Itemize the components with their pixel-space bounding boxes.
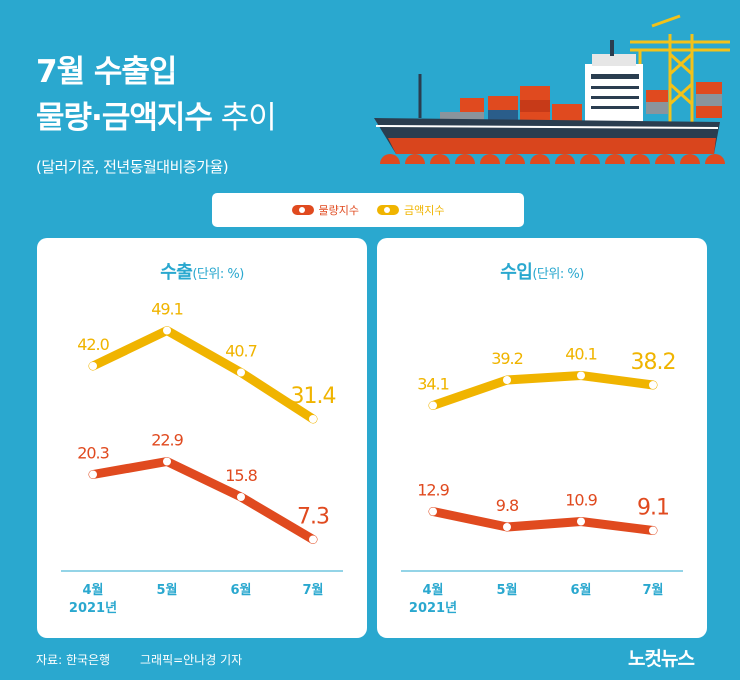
export-chart-title: 수출(단위: %) — [37, 258, 367, 284]
export-value-point — [163, 326, 171, 335]
nocutnews-logo: 노컷뉴스 — [628, 648, 695, 670]
export-value-point — [89, 362, 97, 370]
title-line2-bold: 물량·금액지수 — [36, 100, 213, 136]
export-volume-data-label: 15.8 — [225, 466, 257, 485]
import-volume-point — [577, 517, 585, 526]
legend: 물량지수 금액지수 — [212, 193, 524, 227]
import-volume-data-label: 10.9 — [565, 491, 597, 510]
import-value-point — [649, 381, 657, 389]
export-x-tick-label: 7월 — [302, 582, 323, 598]
export-volume-data-label: 20.3 — [77, 444, 109, 463]
export-value-data-label: 42.0 — [77, 335, 109, 354]
export-x-tick-label: 5월 — [156, 582, 177, 598]
export-volume-point — [237, 493, 245, 501]
import-volume-line — [428, 507, 658, 535]
import-volume-data-label: 12.9 — [417, 481, 449, 500]
export-chart-unit: (단위: %) — [192, 267, 244, 282]
import-value-point — [429, 401, 437, 410]
import-x-tick-label: 4월 — [422, 582, 443, 598]
graphic-credit: 그래픽=안나경 기자 — [140, 653, 243, 667]
export-value-point — [237, 368, 245, 377]
subtitle: (달러기준, 전년동월대비증가율) — [36, 158, 229, 176]
import-year-label: 2021년 — [409, 601, 457, 616]
export-x-tick-label: 6월 — [230, 582, 251, 598]
import-chart-svg: 34.1 39.2 40.1 38.2 12.9 9.8 10.9 9.1 4월 5월 6월 7월 20… — [401, 345, 683, 616]
export-volume-line — [88, 457, 318, 544]
import-volume-point — [503, 523, 511, 531]
legend-label-volume: 물량지수 — [318, 204, 359, 217]
legend-item-value: 금액지수 — [377, 202, 444, 218]
import-chart-title-text: 수입 — [500, 262, 533, 283]
import-value-data-label: 38.2 — [631, 350, 676, 375]
export-chart-title-text: 수출 — [160, 262, 193, 283]
export-value-data-label: 49.1 — [151, 300, 183, 319]
title-line2-light: 추이 — [211, 100, 277, 136]
import-volume-point — [429, 507, 437, 516]
import-value-point — [503, 376, 511, 384]
export-x-tick-label: 4월 — [82, 582, 103, 598]
source-note: 자료: 한국은행 — [36, 653, 111, 667]
export-value-point — [309, 415, 317, 423]
export-value-data-label: 31.4 — [291, 384, 336, 409]
export-volume-point — [163, 457, 171, 466]
import-value-point — [577, 371, 585, 380]
export-chart-panel: 수출(단위: %) 42.0 49.1 40.7 31.4 20.3 22.9 15.8 7.… — [37, 238, 367, 638]
import-chart-unit: (단위: %) — [532, 267, 584, 282]
import-x-tick-label: 6월 — [570, 582, 591, 598]
import-x-tick-label: 7월 — [642, 582, 663, 598]
export-value-data-label: 40.7 — [225, 342, 257, 361]
export-value-line — [88, 326, 318, 424]
cargo-ship-illustration — [374, 14, 730, 164]
legend-label-value: 금액지수 — [404, 204, 445, 217]
import-value-data-label: 40.1 — [565, 345, 597, 364]
export-volume-data-label: 7.3 — [297, 505, 329, 530]
export-volume-point — [309, 535, 317, 544]
export-year-label: 2021년 — [69, 601, 117, 616]
import-x-tick-label: 5월 — [496, 582, 517, 598]
title-line2: 물량·금액지수 추이 — [36, 92, 277, 137]
import-volume-data-label: 9.1 — [637, 496, 669, 521]
import-volume-data-label: 9.8 — [496, 496, 519, 515]
export-volume-point — [89, 470, 97, 479]
import-chart-panel: 수입(단위: %) 34.1 39.2 40.1 38.2 12.9 9.8 10.9 9.1… — [377, 238, 707, 638]
export-chart-svg: 42.0 49.1 40.7 31.4 20.3 22.9 15.8 7.3 4월 5월 6월 7월 2… — [61, 300, 343, 616]
legend-swatch-value — [377, 205, 399, 215]
import-value-data-label: 39.2 — [491, 349, 523, 368]
export-volume-data-label: 22.9 — [151, 431, 183, 450]
import-volume-point — [649, 526, 657, 535]
import-value-data-label: 34.1 — [417, 375, 449, 394]
legend-item-volume: 물량지수 — [291, 202, 359, 218]
import-chart-title: 수입(단위: %) — [377, 258, 707, 284]
import-value-line — [428, 371, 658, 410]
legend-swatch-volume — [291, 205, 314, 215]
title-line1: 7월 수출입 — [36, 54, 177, 90]
